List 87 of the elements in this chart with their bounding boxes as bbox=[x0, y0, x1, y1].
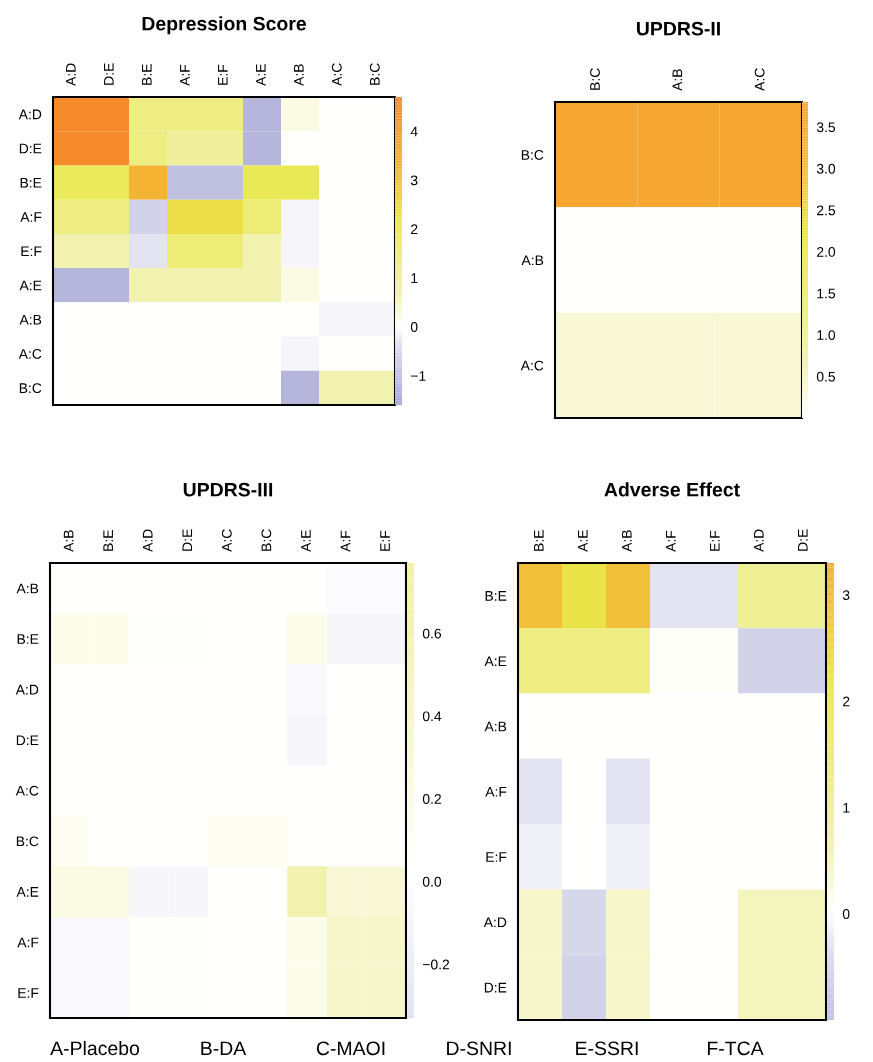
y-tick-label: E:F bbox=[486, 852, 507, 862]
chart-title: Depression Score bbox=[142, 16, 307, 35]
x-tick-label: A:F bbox=[666, 530, 676, 552]
x-tick-label: A:C bbox=[754, 68, 765, 91]
color-bar-label: 1 bbox=[411, 273, 418, 283]
x-tick-label: B:C bbox=[261, 529, 272, 551]
y-tick-label: B:E bbox=[20, 178, 42, 188]
y-tick-label: A:D bbox=[15, 684, 39, 695]
y-tick-label: A:D bbox=[18, 109, 42, 120]
text: A-Placebo bbox=[50, 1040, 140, 1056]
y-tick-label: E:F bbox=[18, 988, 39, 998]
x-tick-label: A:C bbox=[221, 529, 232, 552]
color-bar-label: 3 bbox=[842, 590, 850, 601]
text: F-TCA bbox=[707, 1041, 764, 1056]
color-bar-label: 1.0 bbox=[817, 330, 836, 341]
chart-title: Adverse Effect bbox=[604, 482, 740, 497]
color-bar-label: 0.5 bbox=[816, 371, 836, 382]
y-tick-label: B:C bbox=[16, 836, 39, 847]
y-tick-label: A:B bbox=[484, 721, 507, 732]
x-tick-label: A:D bbox=[66, 63, 76, 86]
x-tick-label: B:C bbox=[590, 68, 600, 90]
color-bar-label: 3.0 bbox=[816, 163, 836, 174]
x-tick-label: E:F bbox=[218, 64, 228, 85]
y-tick-label: A:D bbox=[483, 917, 507, 928]
text: B-DA bbox=[201, 1041, 247, 1056]
x-tick-label: A:C bbox=[331, 63, 342, 86]
y-tick-label: A:E bbox=[16, 887, 39, 897]
color-bar-label: 2.0 bbox=[817, 247, 836, 257]
color-bar-label: −1 bbox=[411, 371, 426, 381]
x-tick-label: A:B bbox=[622, 530, 632, 552]
text: D-SNRI bbox=[447, 1041, 511, 1056]
x-tick-label: A:E bbox=[578, 530, 588, 552]
color-bar-label: 3.5 bbox=[816, 122, 836, 133]
color-bar-label: 2 bbox=[843, 696, 850, 707]
y-tick-label: A:B bbox=[16, 583, 39, 594]
color-bar-label: 0.2 bbox=[422, 794, 441, 804]
color-bar-label: 0 bbox=[842, 909, 850, 919]
x-tick-label: D:E bbox=[798, 529, 808, 551]
color-bar-label: 2 bbox=[411, 224, 418, 235]
y-tick-label: A:B bbox=[521, 255, 544, 266]
color-bar-label: 0.4 bbox=[422, 711, 442, 722]
x-tick-label: A:E bbox=[256, 64, 266, 86]
text: C-MAOI bbox=[316, 1041, 385, 1056]
y-tick-label: A:C bbox=[18, 349, 42, 359]
x-tick-label: D:E bbox=[182, 529, 193, 551]
text: E-SSRI bbox=[576, 1041, 638, 1056]
color-bar-label: 4 bbox=[410, 126, 418, 137]
y-tick-label: A:F bbox=[485, 786, 507, 797]
color-bar-label: 0 bbox=[410, 322, 418, 332]
x-tick-label: A:F bbox=[180, 64, 190, 86]
y-tick-label: B:C bbox=[19, 383, 42, 394]
color-bar-label: 0.6 bbox=[422, 628, 442, 639]
y-tick-label: B:E bbox=[485, 591, 507, 601]
y-tick-label: A:F bbox=[20, 212, 42, 222]
x-tick-label: E:F bbox=[380, 530, 390, 551]
x-tick-label: A:B bbox=[63, 530, 74, 552]
x-tick-label: B:E bbox=[142, 64, 152, 85]
x-tick-label: A:B bbox=[672, 69, 683, 91]
x-tick-label: B:E bbox=[103, 530, 113, 551]
y-tick-label: D:E bbox=[484, 982, 507, 993]
color-bar-label: 3 bbox=[410, 175, 418, 186]
y-tick-label: A:E bbox=[19, 280, 42, 291]
x-tick-label: A:E bbox=[301, 530, 311, 552]
y-tick-label: A:C bbox=[15, 785, 39, 796]
chart-title: UPDRS-III bbox=[183, 482, 273, 497]
color-bar-label: −0.2 bbox=[423, 959, 450, 970]
x-tick-label: A:F bbox=[340, 530, 351, 552]
y-tick-label: E:F bbox=[21, 246, 42, 257]
y-tick-label: A:C bbox=[520, 360, 544, 371]
y-tick-label: B:C bbox=[521, 150, 544, 160]
y-tick-label: D:E bbox=[19, 143, 42, 154]
x-tick-label: A:B bbox=[294, 64, 304, 86]
y-tick-label: B:E bbox=[17, 634, 39, 644]
y-tick-label: A:F bbox=[17, 937, 39, 948]
x-tick-label: E:F bbox=[710, 530, 720, 551]
y-tick-label: A:E bbox=[484, 656, 507, 666]
y-tick-label: A:B bbox=[19, 314, 42, 325]
x-tick-label: A:D bbox=[754, 529, 764, 552]
chart-title: UPDRS-II bbox=[636, 21, 720, 36]
x-tick-label: A:D bbox=[142, 529, 153, 552]
color-bar-label: 1 bbox=[843, 802, 850, 813]
color-bar-label: 1.5 bbox=[817, 288, 836, 299]
color-bar-label: 0.0 bbox=[422, 876, 442, 887]
color-bar-label: 2.5 bbox=[817, 205, 836, 216]
y-tick-label: D:E bbox=[16, 735, 39, 745]
x-tick-label: D:E bbox=[104, 63, 114, 85]
x-tick-label: B:C bbox=[369, 63, 380, 85]
